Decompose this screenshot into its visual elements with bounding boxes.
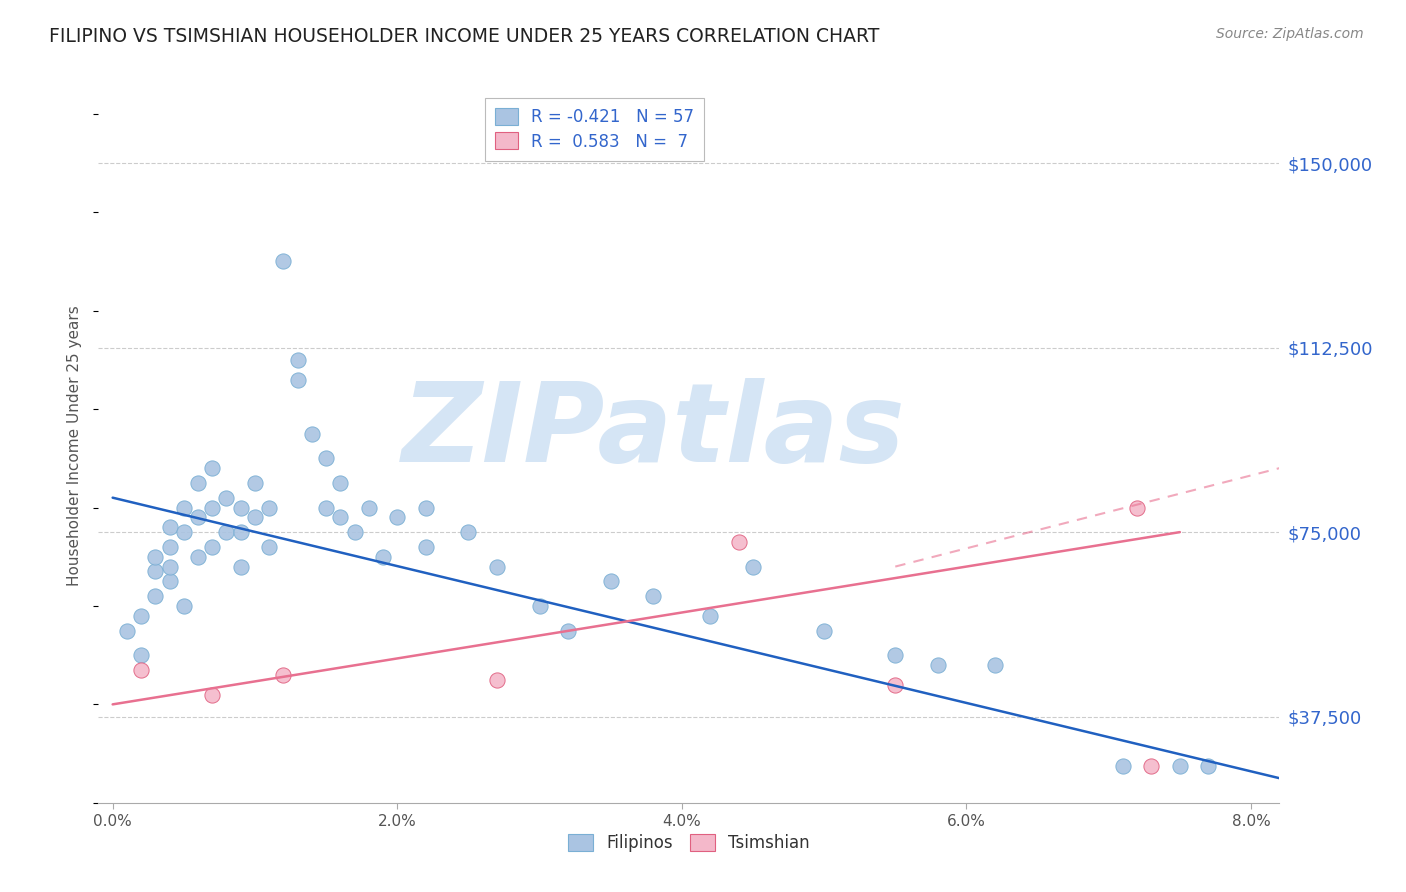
Point — [287, 373, 309, 387]
Point — [884, 678, 907, 692]
Text: Source: ZipAtlas.com: Source: ZipAtlas.com — [1216, 27, 1364, 41]
Point — [187, 510, 209, 524]
Point — [257, 500, 280, 515]
Point — [187, 475, 209, 490]
Point — [1140, 759, 1163, 773]
Point — [599, 574, 621, 589]
Text: FILIPINO VS TSIMSHIAN HOUSEHOLDER INCOME UNDER 25 YEARS CORRELATION CHART: FILIPINO VS TSIMSHIAN HOUSEHOLDER INCOME… — [49, 27, 880, 45]
Point — [187, 549, 209, 564]
Point — [287, 352, 309, 367]
Point — [143, 589, 166, 603]
Point — [813, 624, 835, 638]
Point — [229, 525, 252, 540]
Text: ZIPatlas: ZIPatlas — [402, 378, 905, 485]
Point — [415, 500, 437, 515]
Point — [727, 535, 749, 549]
Point — [229, 559, 252, 574]
Point — [143, 549, 166, 564]
Point — [1126, 500, 1149, 515]
Point — [215, 525, 238, 540]
Y-axis label: Householder Income Under 25 years: Householder Income Under 25 years — [67, 306, 83, 586]
Point — [1168, 759, 1191, 773]
Point — [457, 525, 479, 540]
Point — [159, 540, 181, 554]
Point — [129, 608, 152, 623]
Point — [159, 574, 181, 589]
Point — [1197, 759, 1219, 773]
Point — [357, 500, 380, 515]
Point — [371, 549, 394, 564]
Point — [742, 559, 765, 574]
Point — [243, 510, 266, 524]
Point — [201, 688, 224, 702]
Point — [143, 565, 166, 579]
Legend: Filipinos, Tsimshian: Filipinos, Tsimshian — [561, 827, 817, 859]
Point — [243, 475, 266, 490]
Point — [315, 500, 337, 515]
Point — [173, 500, 195, 515]
Point — [1112, 759, 1135, 773]
Point — [927, 658, 949, 673]
Point — [884, 648, 907, 662]
Point — [343, 525, 366, 540]
Point — [201, 540, 224, 554]
Point — [159, 520, 181, 534]
Point — [329, 510, 352, 524]
Point — [129, 663, 152, 677]
Point — [201, 500, 224, 515]
Point — [984, 658, 1007, 673]
Point — [415, 540, 437, 554]
Point — [315, 451, 337, 466]
Point — [159, 559, 181, 574]
Point — [485, 673, 508, 687]
Point — [215, 491, 238, 505]
Point — [557, 624, 579, 638]
Point — [329, 475, 352, 490]
Point — [301, 426, 323, 441]
Point — [699, 608, 721, 623]
Point — [229, 500, 252, 515]
Point — [129, 648, 152, 662]
Point — [173, 599, 195, 613]
Point — [173, 525, 195, 540]
Point — [257, 540, 280, 554]
Point — [485, 559, 508, 574]
Point — [273, 668, 295, 682]
Point — [115, 624, 138, 638]
Point — [529, 599, 551, 613]
Point — [273, 254, 295, 268]
Point — [387, 510, 409, 524]
Point — [643, 589, 665, 603]
Point — [201, 461, 224, 475]
